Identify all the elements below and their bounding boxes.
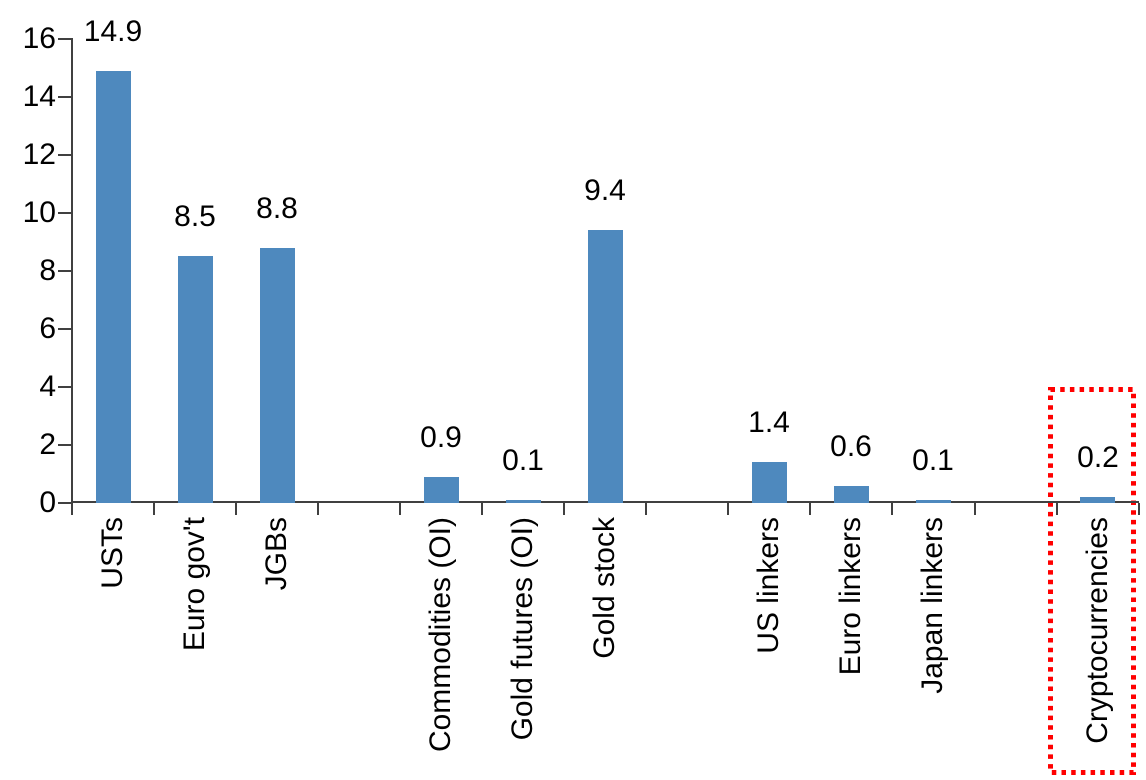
y-axis-tick <box>58 444 72 446</box>
bar-value-label: 8.5 <box>174 200 216 233</box>
y-axis-tick-label: 4 <box>39 370 56 403</box>
category-label: Euro gov't <box>178 517 211 652</box>
x-axis-tick <box>1056 503 1058 515</box>
bar <box>178 256 213 503</box>
category-label: Gold stock <box>588 517 621 659</box>
bar <box>834 486 869 503</box>
x-axis-tick <box>563 503 565 515</box>
x-axis-tick <box>1138 503 1140 515</box>
bar <box>506 500 541 503</box>
category-label: US linkers <box>752 517 785 654</box>
x-axis-tick <box>891 503 893 515</box>
bar-value-label: 9.4 <box>584 174 626 207</box>
y-axis-tick <box>58 38 72 40</box>
bar-value-label: 0.2 <box>1077 441 1119 474</box>
bar <box>752 462 787 503</box>
bar-value-label: 0.6 <box>830 430 872 463</box>
category-label: Gold futures (OI) <box>506 517 539 741</box>
x-axis-tick <box>317 503 319 515</box>
category-label: Commodities (OI) <box>424 517 457 753</box>
y-axis-tick <box>58 502 72 504</box>
y-axis-tick <box>58 270 72 272</box>
y-axis-tick-label: 14 <box>22 80 56 113</box>
bar <box>916 500 951 503</box>
y-axis-tick-label: 10 <box>22 196 56 229</box>
x-axis-tick <box>974 503 976 515</box>
bar <box>260 248 295 503</box>
highlight-box <box>1048 387 1136 775</box>
y-axis-tick-label: 2 <box>39 428 56 461</box>
y-axis-tick-label: 0 <box>39 486 56 519</box>
y-axis-tick <box>58 96 72 98</box>
x-axis-tick <box>481 503 483 515</box>
x-axis-tick <box>727 503 729 515</box>
bar <box>424 477 459 503</box>
x-axis-tick <box>71 503 73 515</box>
bar-value-label: 0.9 <box>420 421 462 454</box>
y-axis-tick-label: 16 <box>22 22 56 55</box>
x-axis-tick <box>399 503 401 515</box>
y-axis-tick-label: 12 <box>22 138 56 171</box>
bar <box>96 71 131 503</box>
x-axis-tick <box>153 503 155 515</box>
x-axis-tick <box>809 503 811 515</box>
bar-value-label: 0.1 <box>502 444 544 477</box>
bar-value-label: 1.4 <box>748 406 790 439</box>
highlight-dotted-rectangle <box>1048 387 1136 775</box>
bar-value-label: 0.1 <box>912 444 954 477</box>
y-axis-tick <box>58 154 72 156</box>
y-axis-line <box>71 38 73 515</box>
y-axis-tick <box>58 328 72 330</box>
bar <box>588 230 623 503</box>
x-axis-tick <box>645 503 647 515</box>
y-axis-tick-label: 6 <box>39 312 56 345</box>
category-label: JGBs <box>260 517 293 591</box>
x-axis-tick <box>235 503 237 515</box>
bar-value-label: 14.9 <box>83 15 143 48</box>
y-axis-tick <box>58 212 72 214</box>
category-label: USTs <box>96 517 129 589</box>
category-label: Euro linkers <box>834 517 867 676</box>
bar <box>1080 497 1115 503</box>
category-label: Japan linkers <box>916 517 949 694</box>
category-label: Cryptocurrencies <box>1081 517 1114 744</box>
y-axis-tick-label: 8 <box>39 254 56 287</box>
y-axis-tick <box>58 386 72 388</box>
bar-value-label: 8.8 <box>256 192 298 225</box>
